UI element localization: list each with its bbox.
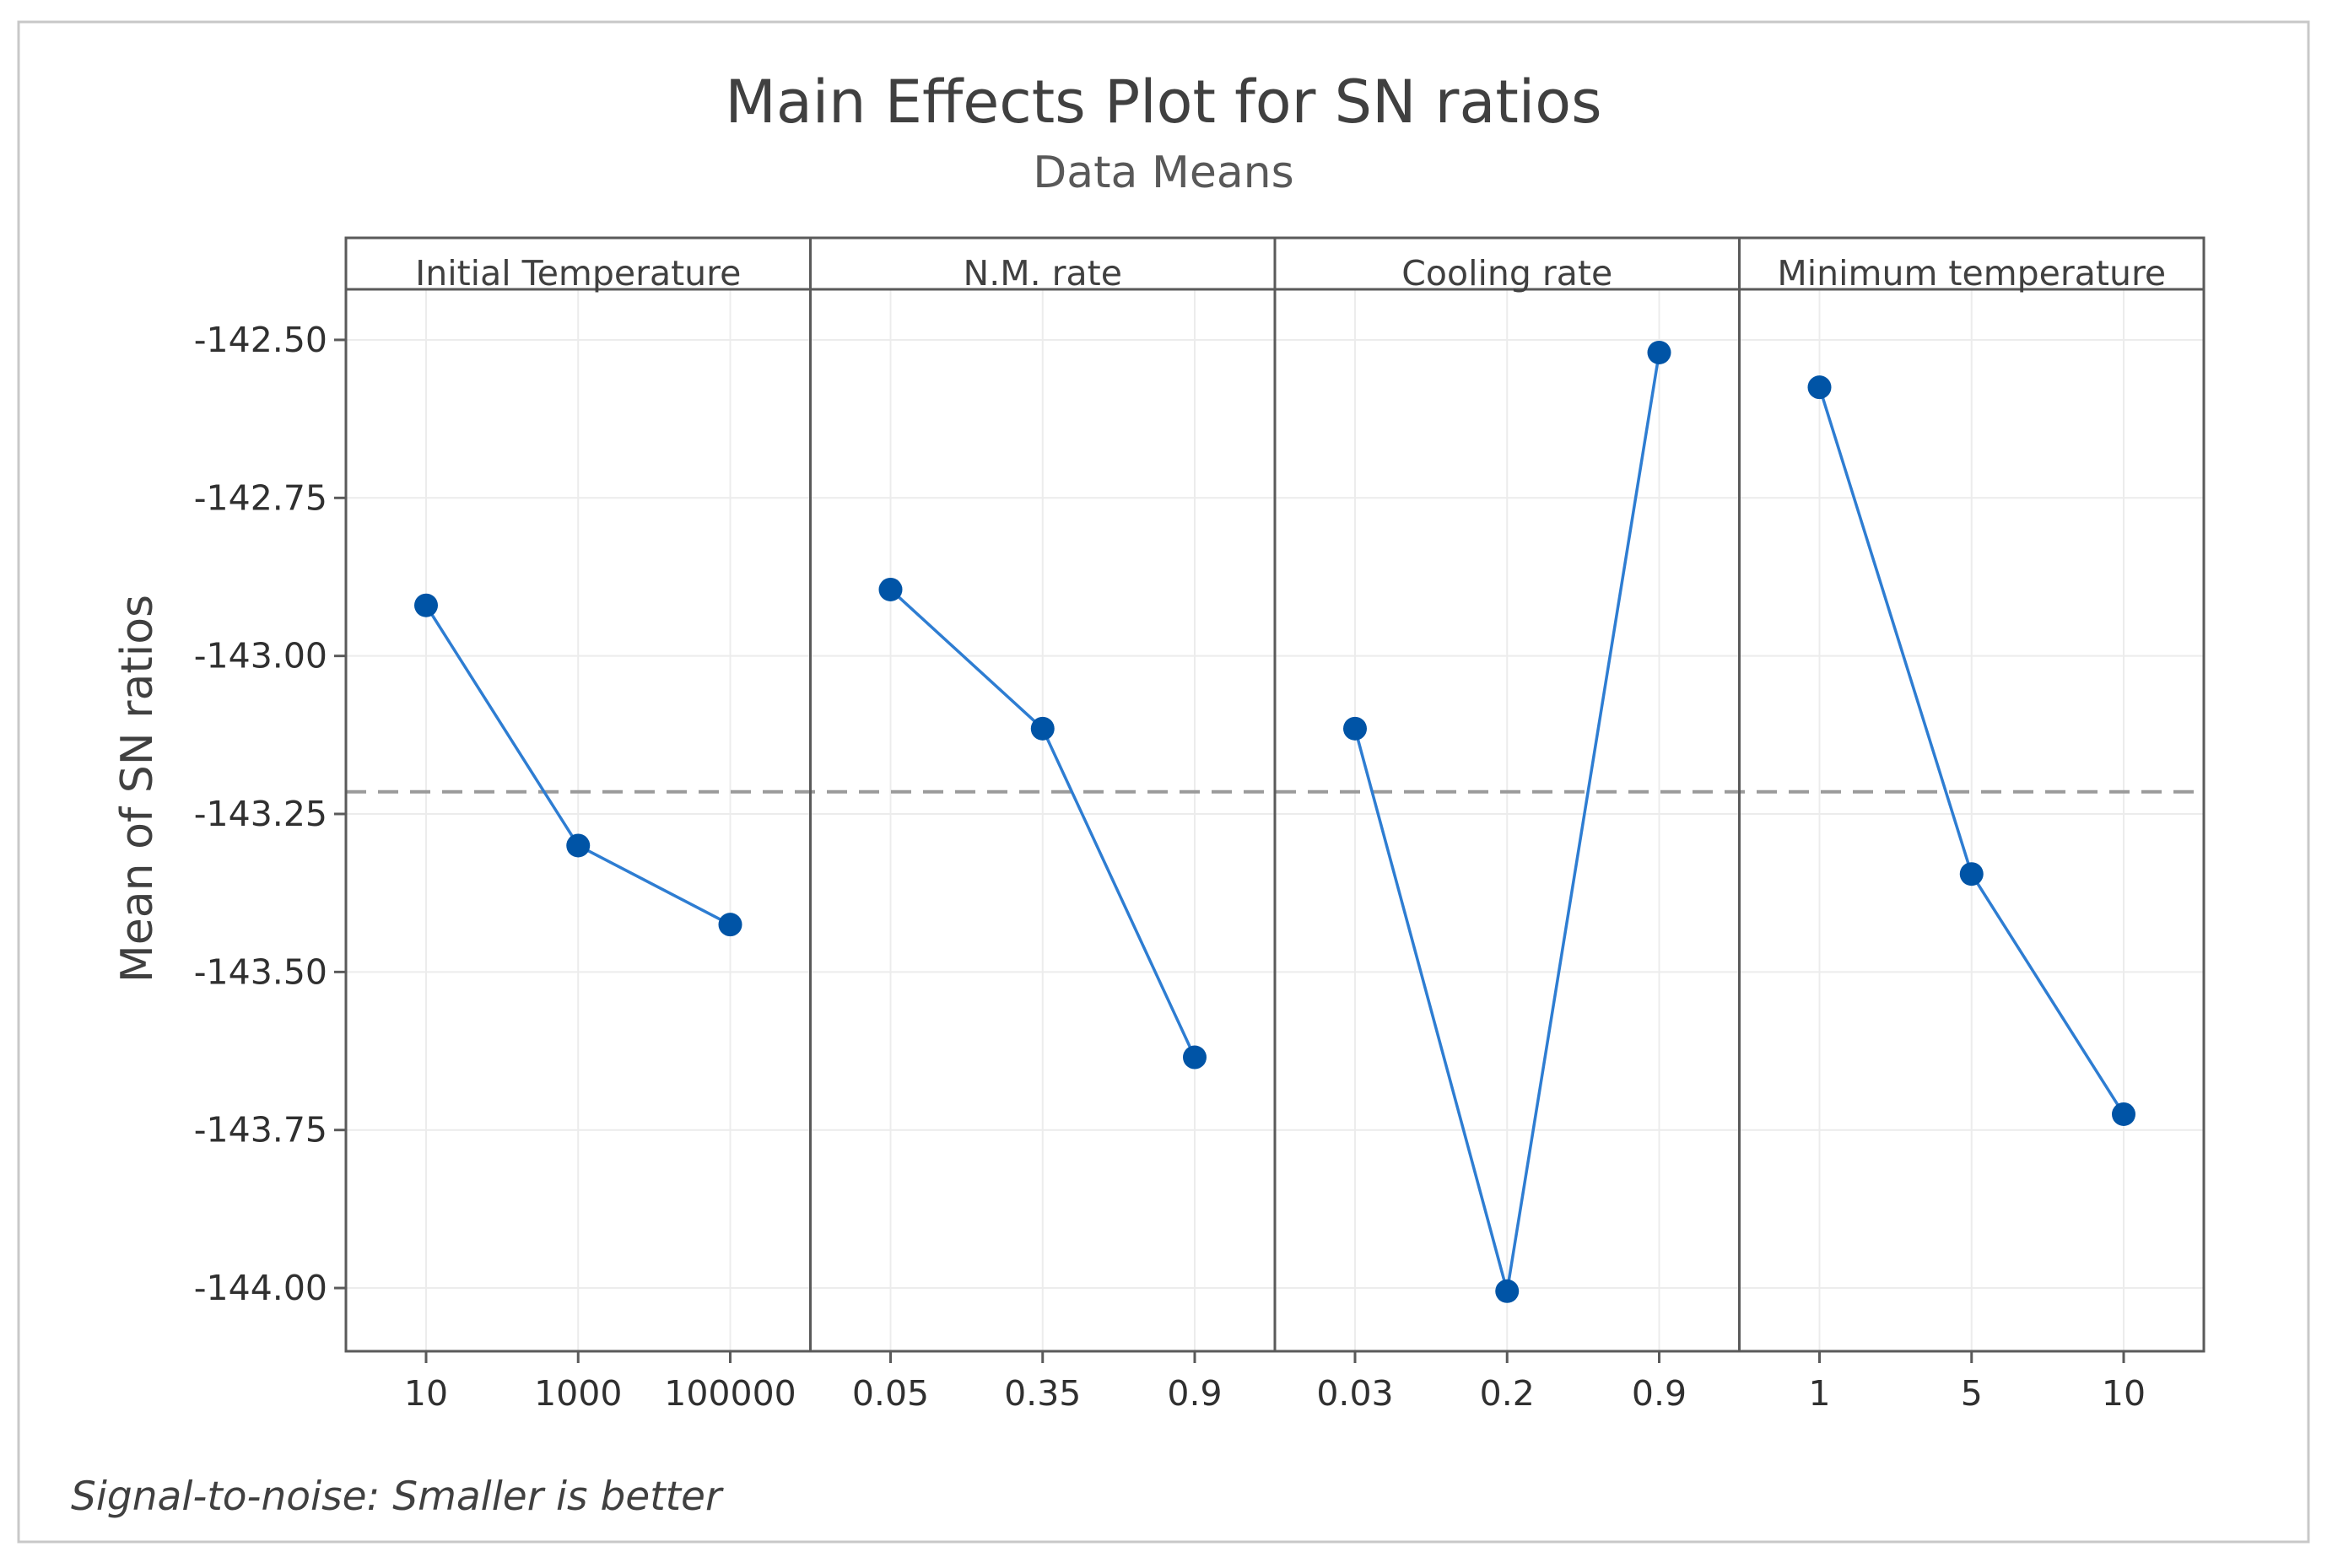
- chart-subtitle: Data Means: [1033, 148, 1293, 198]
- figure-border: [17, 20, 2310, 1544]
- data-point-2-2: [1647, 340, 1671, 364]
- y-tick-label-1: -142.75: [194, 477, 327, 518]
- x-tick-label-2-2: 0.9: [1632, 1373, 1687, 1414]
- data-point-1-2: [1183, 1045, 1207, 1070]
- data-point-3-0: [1807, 375, 1832, 400]
- x-tick-label-2-1: 0.2: [1480, 1373, 1535, 1414]
- data-point-3-2: [2112, 1102, 2135, 1126]
- y-axis-label: Mean of SN ratios: [112, 595, 163, 983]
- x-tick-label-0-1: 1000: [534, 1373, 622, 1414]
- x-tick-label-3-2: 10: [2102, 1373, 2146, 1414]
- x-tick-label-3-0: 1: [1808, 1373, 1830, 1414]
- data-point-1-0: [878, 577, 903, 601]
- y-tick-label-0: -142.50: [194, 320, 327, 360]
- y-tick-label-5: -143.75: [194, 1110, 327, 1150]
- panel-label-1: N.M. rate: [964, 253, 1122, 294]
- x-tick-label-2-0: 0.03: [1316, 1373, 1393, 1414]
- data-point-0-2: [718, 913, 742, 937]
- x-tick-label-1-2: 0.9: [1167, 1373, 1222, 1414]
- y-tick-label-3: -143.25: [194, 794, 327, 834]
- chart-title: Main Effects Plot for SN ratios: [725, 67, 1601, 137]
- data-point-0-1: [566, 833, 591, 858]
- data-point-1-1: [1030, 716, 1055, 741]
- y-tick-label-2: -143.00: [194, 636, 327, 676]
- panel-label-3: Minimum temperature: [1777, 253, 2166, 294]
- plot-area: Initial Temperature 10 1000 100000 N.M. rate…: [194, 236, 2206, 1414]
- x-tick-label-0-0: 10: [404, 1373, 448, 1414]
- y-tick-label-4: -143.50: [194, 951, 327, 992]
- x-tick-label-3-1: 5: [1961, 1373, 1983, 1414]
- x-tick-label-1-1: 0.35: [1004, 1373, 1081, 1414]
- data-point-3-1: [1959, 862, 1984, 886]
- data-point-0-0: [414, 593, 438, 617]
- data-point-2-0: [1343, 716, 1367, 741]
- x-tick-label-0-2: 100000: [664, 1373, 796, 1414]
- data-point-2-1: [1495, 1279, 1520, 1303]
- footnote: Signal-to-noise: Smaller is better: [71, 1474, 724, 1520]
- panel-label-0: Initial Temperature: [415, 253, 741, 294]
- panel-label-2: Cooling rate: [1401, 253, 1612, 294]
- y-tick-label-6: -144.00: [194, 1268, 327, 1308]
- x-tick-label-1-0: 0.05: [852, 1373, 929, 1414]
